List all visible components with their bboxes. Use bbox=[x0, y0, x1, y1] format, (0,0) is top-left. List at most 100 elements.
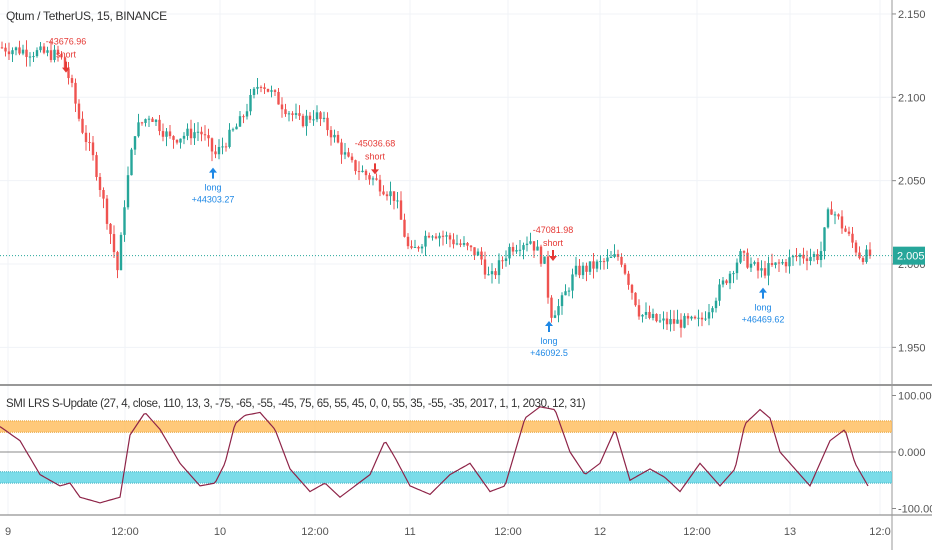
candle-body bbox=[721, 280, 725, 285]
candle-body bbox=[690, 316, 693, 319]
candle-body bbox=[735, 262, 739, 274]
candle-body bbox=[431, 236, 434, 238]
candle-body bbox=[102, 190, 105, 199]
candle-body bbox=[273, 90, 277, 92]
candle-body bbox=[819, 251, 823, 261]
candle-body bbox=[732, 273, 735, 275]
long-arrow-icon bbox=[759, 287, 767, 299]
time-tick-label: 12:00 bbox=[494, 526, 522, 538]
indicator-tick-label: 0.000 bbox=[898, 447, 926, 459]
time-tick-label: 12 bbox=[594, 526, 606, 538]
candle-body bbox=[725, 280, 728, 284]
price-tick-label: 1.950 bbox=[898, 342, 926, 354]
candle-body bbox=[203, 134, 207, 136]
signal-label: short bbox=[365, 151, 386, 161]
candle-body bbox=[455, 243, 459, 245]
candle-body bbox=[301, 115, 305, 127]
candle-body bbox=[81, 118, 84, 133]
candle-body bbox=[123, 207, 126, 235]
candle-body bbox=[473, 247, 476, 256]
candle-body bbox=[578, 265, 581, 276]
price-tick-label: 2.050 bbox=[898, 176, 926, 188]
candle-body bbox=[809, 256, 812, 262]
candle-body bbox=[529, 241, 532, 244]
short-arrow-icon bbox=[62, 61, 70, 73]
signal-value: +44303.27 bbox=[192, 195, 235, 205]
candle-body bbox=[798, 254, 802, 258]
candle-body bbox=[676, 319, 679, 324]
candle-body bbox=[550, 297, 553, 318]
candle-body bbox=[406, 236, 410, 247]
candle-body bbox=[224, 146, 228, 148]
candle-body bbox=[126, 175, 130, 208]
candle-body bbox=[805, 258, 809, 262]
candle-body bbox=[767, 263, 770, 276]
candle-body bbox=[753, 262, 756, 264]
candle-body bbox=[161, 131, 165, 137]
candle-body bbox=[368, 175, 371, 180]
candle-body bbox=[441, 235, 445, 237]
candle-body bbox=[774, 262, 777, 265]
candle-body bbox=[560, 295, 564, 307]
candle-body bbox=[791, 256, 795, 258]
candle-body bbox=[851, 233, 854, 243]
candle-body bbox=[609, 256, 613, 258]
candle-body bbox=[53, 49, 56, 60]
short-arrow-icon bbox=[371, 163, 379, 175]
candle-body bbox=[39, 46, 42, 51]
signal-value: -45036.68 bbox=[355, 138, 396, 148]
candle-body bbox=[844, 228, 847, 232]
candle-body bbox=[354, 160, 357, 172]
candle-body bbox=[235, 126, 238, 130]
candle-body bbox=[557, 306, 560, 316]
candle-body bbox=[644, 311, 648, 315]
candle-body bbox=[739, 251, 742, 263]
candle-body bbox=[655, 313, 658, 322]
candle-body bbox=[42, 46, 46, 53]
candle-body bbox=[508, 246, 511, 259]
candle-body bbox=[770, 263, 774, 265]
candle-body bbox=[634, 292, 637, 306]
candle-body bbox=[18, 47, 21, 54]
smi-line bbox=[0, 406, 869, 504]
candle-body bbox=[784, 262, 788, 267]
candle-body bbox=[221, 146, 224, 148]
candle-body bbox=[693, 316, 697, 319]
candle-body bbox=[364, 170, 368, 176]
candle-body bbox=[413, 246, 417, 248]
candle-body bbox=[186, 128, 189, 136]
candle-body bbox=[298, 113, 301, 116]
candle-body bbox=[137, 122, 140, 137]
candle-body bbox=[795, 256, 798, 258]
candle-body bbox=[343, 152, 347, 155]
candle-body bbox=[445, 235, 448, 237]
time-tick-label: 9 bbox=[5, 526, 11, 538]
blue-band bbox=[0, 471, 892, 484]
candle-body bbox=[532, 241, 536, 251]
candle-body bbox=[280, 104, 284, 110]
candle-body bbox=[648, 311, 651, 318]
candle-body bbox=[476, 251, 480, 256]
candle-body bbox=[308, 115, 312, 120]
candle-body bbox=[858, 252, 861, 259]
candle-body bbox=[200, 131, 203, 135]
time-tick-label: 11 bbox=[404, 526, 415, 538]
candle-body bbox=[207, 135, 210, 139]
candle-body bbox=[11, 50, 14, 55]
candle-body bbox=[382, 191, 385, 195]
candle-body bbox=[266, 88, 270, 92]
indicator-title: SMI LRS S-Update (27, 4, close, 110, 13,… bbox=[6, 398, 586, 410]
candle-body bbox=[567, 290, 571, 292]
candle-body bbox=[627, 273, 630, 285]
candle-body bbox=[263, 87, 266, 89]
candle-body bbox=[816, 254, 819, 261]
candle-body bbox=[697, 317, 700, 319]
long-arrow-icon bbox=[209, 167, 217, 179]
candle-body bbox=[847, 231, 851, 234]
candle-body bbox=[728, 273, 732, 284]
candle-body bbox=[133, 136, 137, 150]
candle-body bbox=[49, 50, 53, 60]
symbol-title: Qtum / TetherUS, 15, BINANCE bbox=[6, 9, 167, 23]
candle-body bbox=[497, 260, 501, 276]
